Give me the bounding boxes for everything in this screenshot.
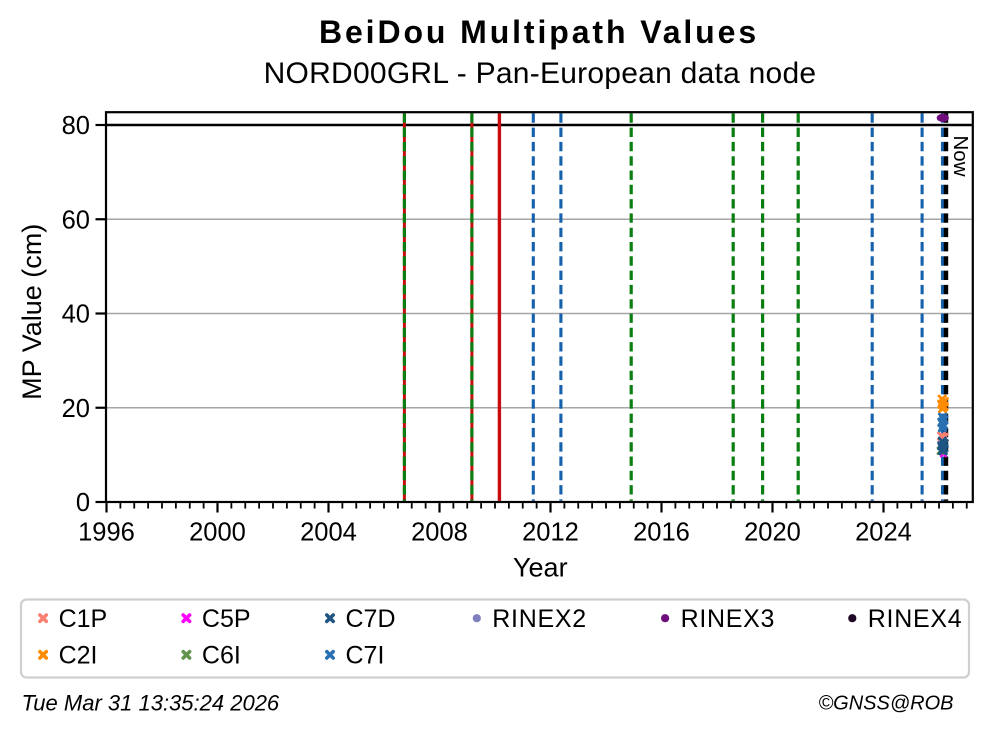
svg-text:C7I: C7I [346, 641, 385, 669]
svg-text:1996: 1996 [78, 519, 135, 547]
svg-text:RINEX3: RINEX3 [681, 605, 776, 633]
svg-text:2024: 2024 [855, 519, 912, 547]
svg-text:NORD00GRL - Pan-European data: NORD00GRL - Pan-European data node [264, 57, 817, 90]
svg-text:BeiDou Multipath Values: BeiDou Multipath Values [319, 14, 759, 50]
svg-text:2008: 2008 [411, 519, 468, 547]
svg-text:2000: 2000 [189, 519, 246, 547]
svg-text:Now: Now [949, 136, 972, 177]
svg-text:2016: 2016 [633, 519, 690, 547]
svg-text:2004: 2004 [300, 519, 357, 547]
svg-text:40: 40 [62, 301, 90, 329]
svg-text:2020: 2020 [744, 519, 801, 547]
svg-text:Year: Year [513, 552, 568, 582]
svg-text:RINEX2: RINEX2 [492, 605, 587, 633]
svg-text:C5P: C5P [202, 605, 251, 633]
svg-text:60: 60 [62, 206, 90, 234]
svg-text:2012: 2012 [522, 519, 579, 547]
svg-text:C2I: C2I [59, 641, 98, 669]
svg-text:20: 20 [62, 395, 90, 423]
svg-text:C1P: C1P [59, 605, 108, 633]
svg-text:RINEX4: RINEX4 [868, 605, 963, 633]
svg-text:0: 0 [76, 489, 90, 517]
svg-text:C7D: C7D [346, 605, 396, 633]
svg-text:©GNSS@ROB: ©GNSS@ROB [818, 693, 953, 715]
svg-text:Tue Mar 31 13:35:24 2026: Tue Mar 31 13:35:24 2026 [22, 691, 280, 716]
svg-text:80: 80 [62, 112, 90, 140]
svg-text:MP Value (cm): MP Value (cm) [17, 224, 47, 400]
svg-text:C6I: C6I [202, 641, 241, 669]
